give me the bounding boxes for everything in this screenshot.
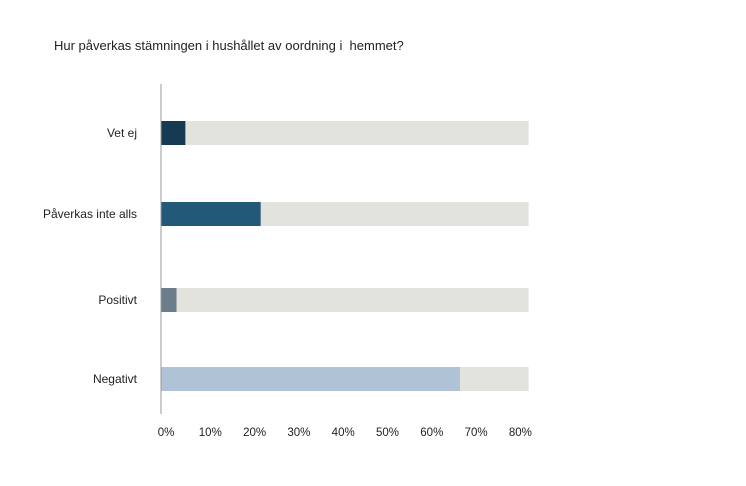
- category-label: Negativt: [93, 372, 138, 386]
- category-label: Vet ej: [107, 126, 137, 140]
- bar: [161, 288, 177, 312]
- category-label: Påverkas inte alls: [43, 207, 137, 221]
- category-label: Positivt: [98, 293, 137, 307]
- x-tick-label: 20%: [243, 427, 266, 439]
- x-tick-label: 50%: [376, 427, 399, 439]
- bar: [161, 367, 461, 391]
- x-tick-label: 80%: [509, 427, 532, 439]
- bar: [161, 202, 261, 226]
- bar-track: [161, 121, 529, 145]
- chart-title: Hur påverkas stämningen i hushållet av o…: [54, 38, 404, 53]
- x-tick-label: 10%: [199, 427, 222, 439]
- bar-track: [161, 288, 529, 312]
- x-tick-label: 30%: [287, 427, 310, 439]
- bar: [161, 121, 186, 145]
- x-tick-label: 60%: [420, 427, 443, 439]
- x-tick-label: 70%: [465, 427, 488, 439]
- x-tick-label: 40%: [332, 427, 355, 439]
- x-tick-label: 0%: [158, 427, 175, 439]
